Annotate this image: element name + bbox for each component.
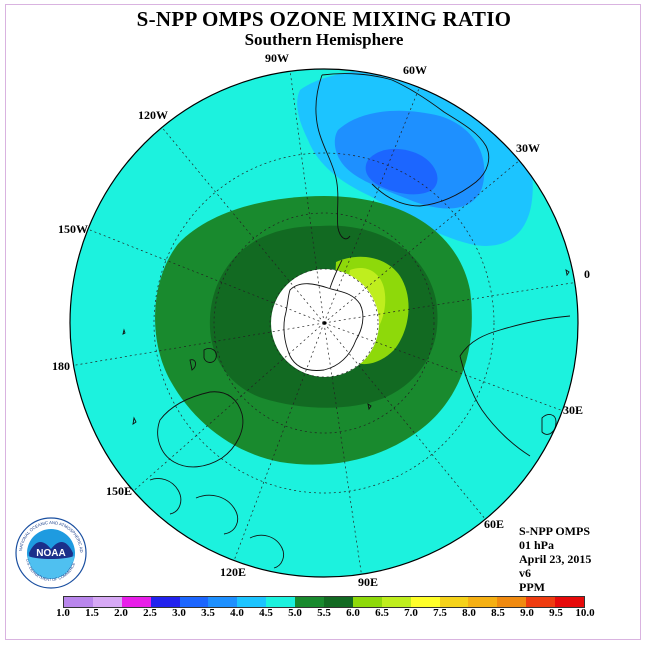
colorbar-swatch <box>352 597 382 607</box>
lon-label-0: 0 <box>584 267 590 281</box>
colorbar-tick-label: 9.0 <box>520 607 534 619</box>
colorbar-tick-label: 8.0 <box>462 607 476 619</box>
colorbar-tick-label: 1.5 <box>85 607 99 619</box>
colorbar-tick-label: 5.5 <box>317 607 331 619</box>
colorbar-tick-label: 2.0 <box>114 607 128 619</box>
lon-label-90e: 90E <box>358 575 378 589</box>
colorbar-swatch <box>237 597 267 607</box>
colorbar-tick-label: 6.0 <box>346 607 360 619</box>
colorbar-tick-label: 7.0 <box>404 607 418 619</box>
colorbar-tick-label: 1.0 <box>56 607 70 619</box>
colorbar-tick-label: 4.5 <box>259 607 273 619</box>
latitude-circles <box>153 152 495 494</box>
colorbar-swatch <box>497 597 527 607</box>
lon-label-30w: 30W <box>516 141 540 155</box>
map-disk-outline <box>69 68 579 578</box>
info-product: S-NPP OMPS <box>519 524 590 538</box>
coastlines <box>122 73 571 569</box>
colorbar-swatch <box>121 597 151 607</box>
noaa-logo: NOAA NATIONAL OCEANIC AND ATMOSPHERIC AD… <box>14 516 87 589</box>
south-pole-marker <box>323 321 327 325</box>
lon-label-60w: 60W <box>403 63 427 77</box>
lon-label-120w: 120W <box>138 108 168 122</box>
colorbar-swatch <box>439 597 469 607</box>
colorbar-swatch <box>295 597 325 607</box>
product-info-block: S-NPP OMPS 01 hPa April 23, 2015 v6 PPM <box>519 524 591 594</box>
map-subtitle: Southern Hemisphere <box>244 30 404 49</box>
colorbar <box>63 596 585 608</box>
colorbar-tick-label: 8.5 <box>491 607 505 619</box>
colorbar-swatch <box>150 597 180 607</box>
lon-label-120e: 120E <box>220 565 246 579</box>
lon-label-180: 180 <box>52 359 70 373</box>
colorbar-swatch <box>179 597 209 607</box>
colorbar-labels: 1.0 1.5 2.0 2.5 3.0 3.5 4.0 4.5 5.0 5.5 6.0 6.5 7.0 7… <box>0 607 648 623</box>
colorbar-swatch <box>208 597 238 607</box>
lon-label-90w: 90W <box>265 51 289 65</box>
info-date: April 23, 2015 <box>519 552 592 566</box>
colorbar-swatch <box>92 597 122 607</box>
colorbar-tick-label: 5.0 <box>288 607 302 619</box>
colorbar-tick-label: 6.5 <box>375 607 389 619</box>
lon-label-60e: 60E <box>484 517 504 531</box>
colorbar-tick-label: 3.0 <box>172 607 186 619</box>
colorbar-swatch <box>266 597 296 607</box>
info-version: v6 <box>519 566 531 580</box>
colorbar-swatch <box>381 597 411 607</box>
colorbar-tick-label: 9.5 <box>549 607 563 619</box>
meridian-lines <box>70 69 578 577</box>
noaa-logo-text: NOAA <box>36 548 65 559</box>
colorbar-tick-label: 10.0 <box>575 607 595 619</box>
colorbar-swatch <box>526 597 556 607</box>
lon-label-150w: 150W <box>58 222 88 236</box>
colorbar-swatch <box>410 597 440 607</box>
colorbar-swatch <box>324 597 353 607</box>
colorbar-tick-label: 3.5 <box>201 607 215 619</box>
map-title: S-NPP OMPS OZONE MIXING RATIO <box>136 7 512 31</box>
image-frame <box>5 4 641 640</box>
colorbar-swatch <box>468 597 498 607</box>
colorbar-swatch <box>64 597 93 607</box>
colorbar-tick-label: 4.0 <box>230 607 244 619</box>
colorbar-tick-label: 7.5 <box>433 607 447 619</box>
info-pressure-level: 01 hPa <box>519 538 555 552</box>
lon-label-30e: 30E <box>563 403 583 417</box>
info-units: PPM <box>519 580 545 594</box>
lon-label-150e: 150E <box>106 484 132 498</box>
colorbar-tick-label: 2.5 <box>143 607 157 619</box>
colorbar-swatch <box>555 597 585 607</box>
